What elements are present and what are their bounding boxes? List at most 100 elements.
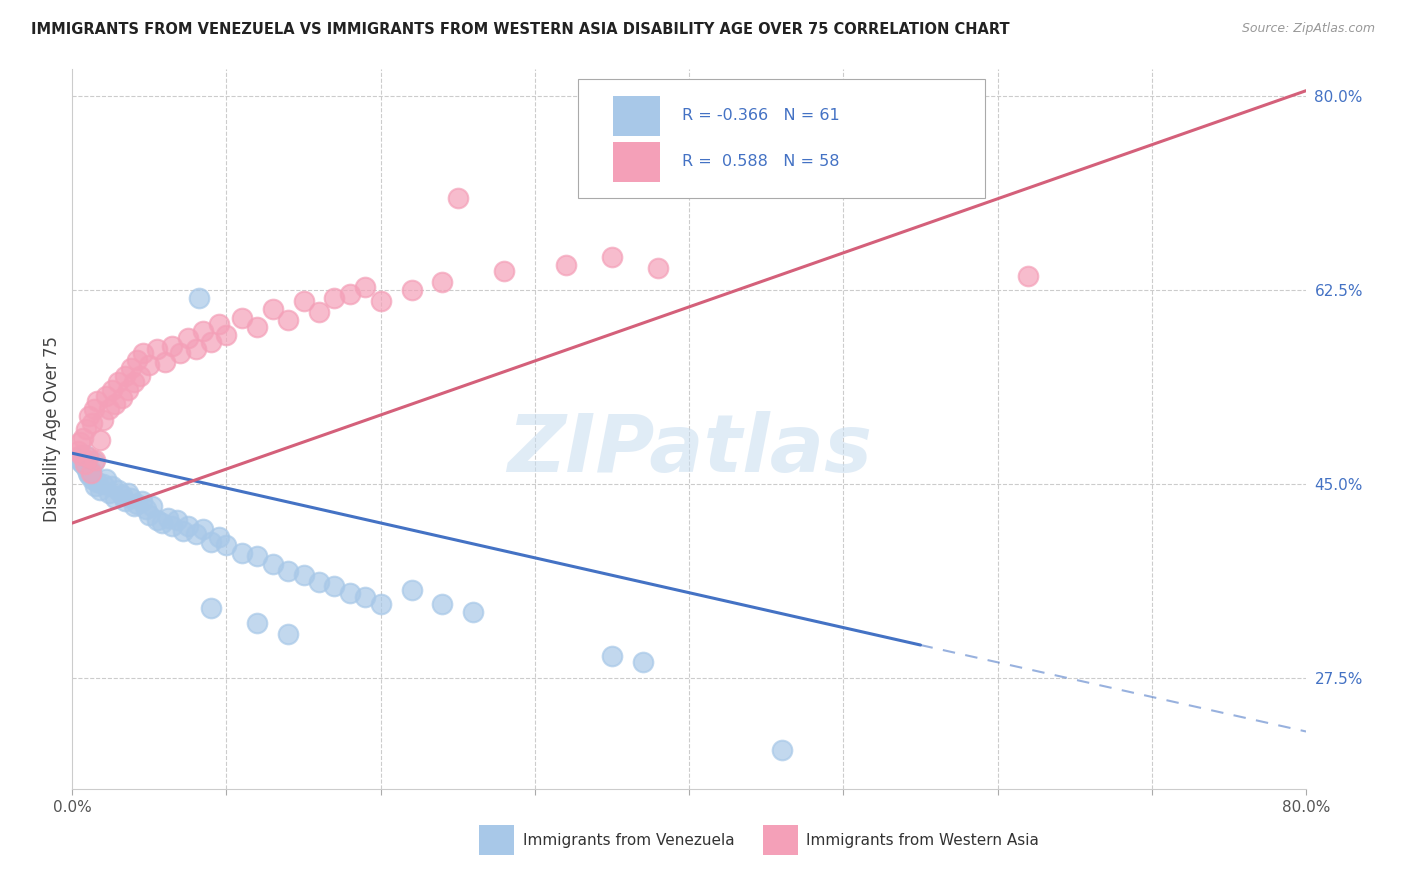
Point <box>75 460 97 475</box>
Point <box>193 324 215 338</box>
Point <box>104 397 127 411</box>
Point <box>122 376 145 390</box>
Point <box>177 331 200 345</box>
Point <box>77 409 100 423</box>
Point <box>308 574 330 589</box>
Point <box>370 294 392 309</box>
Point <box>193 522 215 536</box>
Point <box>770 743 793 757</box>
Point <box>323 291 346 305</box>
FancyBboxPatch shape <box>613 142 659 182</box>
Point <box>231 310 253 325</box>
Point <box>125 353 148 368</box>
Point <box>125 497 148 511</box>
Point <box>554 258 576 272</box>
Point <box>600 250 623 264</box>
Text: IMMIGRANTS FROM VENEZUELA VS IMMIGRANTS FROM WESTERN ASIA DISABILITY AGE OVER 75: IMMIGRANTS FROM VENEZUELA VS IMMIGRANTS … <box>31 22 1010 37</box>
Point <box>246 319 269 334</box>
Point <box>231 546 253 560</box>
Point <box>246 549 269 564</box>
Point <box>91 413 114 427</box>
Point <box>72 458 94 472</box>
Point <box>215 327 238 342</box>
Point <box>69 453 91 467</box>
Point <box>67 444 90 458</box>
Point <box>262 302 284 317</box>
Text: Source: ZipAtlas.com: Source: ZipAtlas.com <box>1241 22 1375 36</box>
Point <box>117 486 139 500</box>
FancyBboxPatch shape <box>763 825 797 855</box>
Point <box>150 516 173 530</box>
Point <box>200 335 222 350</box>
Point <box>117 383 139 397</box>
Point <box>73 458 96 472</box>
Point <box>246 615 269 630</box>
Point <box>187 291 209 305</box>
Point <box>96 472 118 486</box>
Point <box>120 491 142 505</box>
Point <box>110 488 132 502</box>
Point <box>80 466 103 480</box>
Point <box>114 368 136 383</box>
Point <box>146 513 169 527</box>
Point <box>401 283 423 297</box>
Point <box>86 394 108 409</box>
Point <box>262 557 284 571</box>
Point <box>447 191 470 205</box>
Point <box>89 433 111 447</box>
Point <box>76 466 98 480</box>
Text: ZIPatlas: ZIPatlas <box>506 411 872 490</box>
Point <box>370 597 392 611</box>
Point <box>73 449 96 463</box>
Point <box>215 538 238 552</box>
Point <box>77 468 100 483</box>
Point <box>156 510 179 524</box>
Text: Immigrants from Venezuela: Immigrants from Venezuela <box>523 833 734 847</box>
Point <box>432 597 454 611</box>
Point <box>72 431 94 445</box>
Point <box>107 376 129 390</box>
Point <box>82 417 104 431</box>
Point <box>82 472 104 486</box>
Text: R = -0.366   N = 61: R = -0.366 N = 61 <box>682 108 839 123</box>
Point <box>80 464 103 478</box>
Point <box>208 531 231 545</box>
Point <box>107 483 129 497</box>
Point <box>308 305 330 319</box>
Point <box>86 475 108 489</box>
Point <box>277 564 299 578</box>
Point <box>354 280 377 294</box>
Point <box>141 500 163 514</box>
Point <box>208 317 231 331</box>
Point <box>172 524 194 538</box>
Point <box>177 519 200 533</box>
Point <box>647 261 669 276</box>
Point <box>277 313 299 327</box>
Point <box>494 264 516 278</box>
Point <box>120 360 142 375</box>
Point <box>132 346 155 360</box>
Point <box>96 388 118 402</box>
Point <box>146 342 169 356</box>
Point <box>162 339 184 353</box>
FancyBboxPatch shape <box>613 96 659 136</box>
Point <box>323 579 346 593</box>
Point <box>292 568 315 582</box>
Point <box>138 358 160 372</box>
Point <box>70 449 93 463</box>
Point <box>135 501 157 516</box>
Point <box>354 591 377 605</box>
Point <box>98 401 121 416</box>
Text: R =  0.588   N = 58: R = 0.588 N = 58 <box>682 154 839 169</box>
Point <box>339 286 361 301</box>
Point <box>122 500 145 514</box>
Point <box>166 513 188 527</box>
Point <box>401 582 423 597</box>
Point <box>600 649 623 664</box>
Point <box>184 527 207 541</box>
Point <box>114 494 136 508</box>
Point <box>89 483 111 497</box>
FancyBboxPatch shape <box>578 79 986 198</box>
Point <box>200 601 222 615</box>
Point <box>169 346 191 360</box>
